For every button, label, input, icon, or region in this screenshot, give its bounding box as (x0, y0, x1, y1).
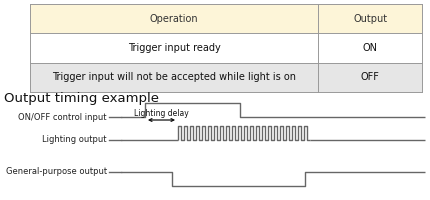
Text: Trigger input will not be accepted while light is on: Trigger input will not be accepted while… (52, 72, 295, 82)
Bar (30, 63, 421, 92)
Text: Lighting output: Lighting output (43, 136, 107, 144)
Text: ON/OFF control input: ON/OFF control input (18, 112, 107, 121)
Text: Operation: Operation (150, 14, 198, 24)
Bar (30, 4, 421, 33)
Text: Lighting delay: Lighting delay (134, 109, 188, 118)
Text: OFF: OFF (360, 72, 379, 82)
Text: Trigger input ready: Trigger input ready (128, 43, 220, 53)
Text: General-purpose output: General-purpose output (6, 168, 107, 176)
Text: Output: Output (353, 14, 387, 24)
Text: Output timing example: Output timing example (4, 92, 159, 105)
Text: ON: ON (362, 43, 377, 53)
Bar (30, 33, 421, 63)
